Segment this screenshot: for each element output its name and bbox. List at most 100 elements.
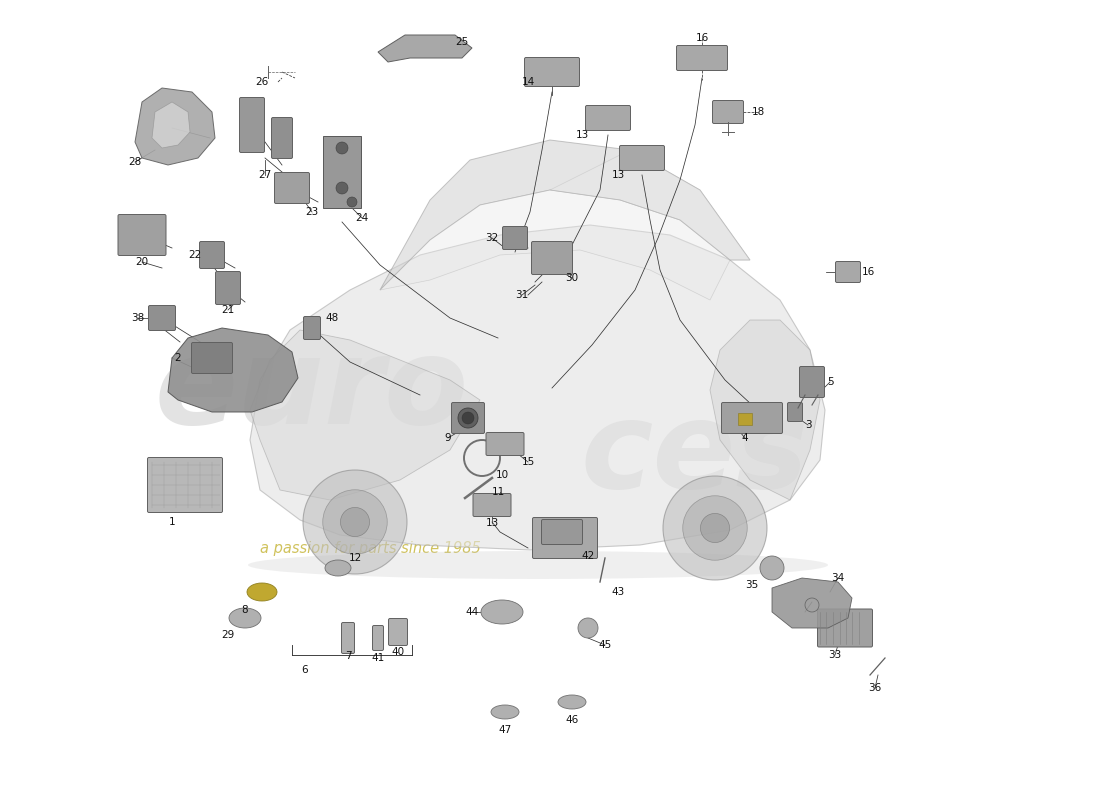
Circle shape — [322, 490, 387, 554]
FancyBboxPatch shape — [836, 262, 860, 282]
Text: 2: 2 — [175, 353, 182, 363]
Text: 47: 47 — [498, 725, 512, 735]
Text: 5: 5 — [827, 377, 834, 387]
Text: 7: 7 — [344, 651, 351, 661]
FancyBboxPatch shape — [216, 271, 241, 305]
Bar — [738, 413, 752, 425]
Polygon shape — [152, 102, 190, 148]
Circle shape — [302, 470, 407, 574]
Text: 27: 27 — [258, 170, 272, 180]
FancyBboxPatch shape — [388, 618, 407, 646]
Text: 21: 21 — [221, 305, 234, 315]
Text: 8: 8 — [242, 605, 249, 615]
FancyBboxPatch shape — [525, 58, 580, 86]
Text: 13: 13 — [485, 518, 498, 528]
FancyBboxPatch shape — [118, 214, 166, 255]
FancyBboxPatch shape — [191, 342, 232, 374]
Text: a passion for parts since 1985: a passion for parts since 1985 — [260, 541, 481, 555]
FancyBboxPatch shape — [585, 106, 630, 130]
FancyBboxPatch shape — [722, 402, 782, 434]
Text: 32: 32 — [485, 233, 498, 243]
Text: 4: 4 — [741, 433, 748, 443]
Text: 34: 34 — [832, 573, 845, 583]
Text: 31: 31 — [516, 290, 529, 300]
Text: 48: 48 — [326, 313, 339, 323]
Ellipse shape — [248, 551, 828, 579]
Text: 16: 16 — [861, 267, 875, 277]
FancyBboxPatch shape — [676, 46, 727, 70]
Ellipse shape — [558, 695, 586, 709]
Polygon shape — [710, 320, 820, 500]
FancyBboxPatch shape — [503, 226, 528, 250]
FancyBboxPatch shape — [541, 519, 583, 545]
FancyBboxPatch shape — [486, 433, 524, 455]
Text: 44: 44 — [465, 607, 478, 617]
Text: 29: 29 — [221, 630, 234, 640]
Text: 13: 13 — [575, 130, 589, 140]
Circle shape — [340, 507, 370, 537]
Text: euro: euro — [155, 331, 469, 449]
Text: 40: 40 — [392, 647, 405, 657]
Polygon shape — [135, 88, 214, 165]
Text: 9: 9 — [444, 433, 451, 443]
FancyBboxPatch shape — [532, 518, 597, 558]
Text: 23: 23 — [306, 207, 319, 217]
Ellipse shape — [324, 560, 351, 576]
Text: 26: 26 — [255, 77, 268, 87]
Text: 30: 30 — [565, 273, 579, 283]
FancyBboxPatch shape — [817, 609, 872, 647]
FancyBboxPatch shape — [451, 402, 484, 434]
FancyBboxPatch shape — [148, 306, 176, 330]
Ellipse shape — [491, 705, 519, 719]
Text: 43: 43 — [612, 587, 625, 597]
Circle shape — [663, 476, 767, 580]
Text: 3: 3 — [805, 420, 812, 430]
FancyBboxPatch shape — [199, 242, 224, 269]
Text: 36: 36 — [868, 683, 881, 693]
Text: 10: 10 — [495, 470, 508, 480]
Bar — [323, 136, 361, 208]
FancyBboxPatch shape — [713, 101, 744, 123]
Text: 6: 6 — [301, 665, 308, 675]
Polygon shape — [250, 330, 480, 500]
Text: 38: 38 — [131, 313, 144, 323]
Circle shape — [336, 142, 348, 154]
Circle shape — [462, 412, 474, 424]
Polygon shape — [550, 150, 750, 260]
FancyBboxPatch shape — [788, 402, 803, 422]
Text: 45: 45 — [598, 640, 612, 650]
FancyBboxPatch shape — [341, 622, 354, 654]
Text: 1: 1 — [168, 517, 175, 527]
Text: 46: 46 — [565, 715, 579, 725]
Text: 42: 42 — [582, 551, 595, 561]
Text: 33: 33 — [828, 650, 842, 660]
Polygon shape — [168, 328, 298, 412]
Text: 15: 15 — [521, 457, 535, 467]
FancyBboxPatch shape — [304, 317, 320, 339]
FancyBboxPatch shape — [240, 98, 264, 153]
Ellipse shape — [248, 583, 277, 601]
FancyBboxPatch shape — [473, 494, 512, 517]
Ellipse shape — [229, 608, 261, 628]
Circle shape — [760, 556, 784, 580]
Text: 35: 35 — [746, 580, 759, 590]
Text: 13: 13 — [612, 170, 625, 180]
Circle shape — [458, 408, 478, 428]
Text: 12: 12 — [349, 553, 362, 563]
Text: 25: 25 — [455, 37, 469, 47]
FancyBboxPatch shape — [531, 242, 572, 274]
Text: 14: 14 — [521, 77, 535, 87]
Text: ces: ces — [580, 397, 808, 514]
FancyBboxPatch shape — [272, 118, 293, 158]
Circle shape — [346, 197, 358, 207]
FancyBboxPatch shape — [275, 173, 309, 203]
FancyBboxPatch shape — [373, 626, 384, 650]
Text: 22: 22 — [188, 250, 201, 260]
FancyBboxPatch shape — [147, 458, 222, 513]
FancyBboxPatch shape — [800, 366, 825, 398]
Text: 24: 24 — [355, 213, 368, 223]
Ellipse shape — [481, 600, 522, 624]
Polygon shape — [250, 225, 825, 550]
Circle shape — [578, 618, 598, 638]
FancyBboxPatch shape — [619, 146, 664, 170]
